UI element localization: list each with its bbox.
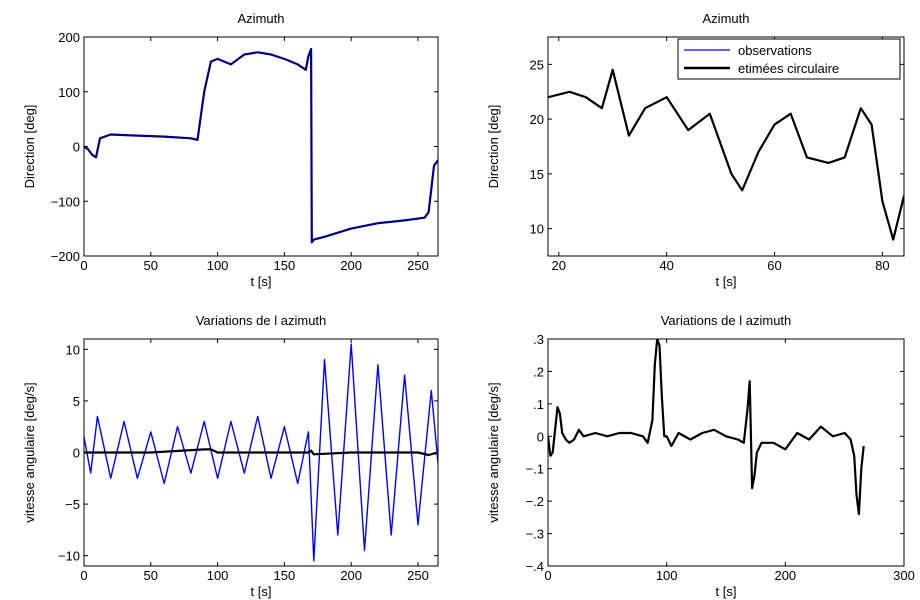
y-tick-label: 0 (73, 140, 80, 155)
y-tick-label: 10 (66, 342, 80, 357)
y-tick-label: 15 (530, 167, 544, 182)
series-group (84, 343, 438, 562)
x-tick-label: 0 (80, 568, 87, 583)
x-tick-label: 20 (552, 258, 566, 273)
y-tick-label: .1 (533, 397, 544, 412)
series-line-2 (84, 448, 438, 457)
plot-area (547, 36, 905, 257)
chart-panel-4: 0 100 200 300 −.4 −.3 −.2 −.1 0 .1 .2 .3 Variations … (486, 313, 915, 599)
series-line-1 (84, 48, 438, 243)
y-tick-label: 10 (530, 222, 544, 237)
y-tick-label: 5 (73, 394, 80, 409)
y-tick-label: −200 (51, 249, 80, 264)
y-tick-label: −.4 (526, 559, 544, 574)
x-axis-label: t [s] (251, 584, 272, 599)
x-tick-label: 200 (774, 568, 796, 583)
y-axis-label: vitesse angulaire [deg/s] (486, 382, 501, 522)
x-tick-label: 40 (659, 258, 673, 273)
x-tick-label: 60 (767, 258, 781, 273)
series-group (548, 339, 865, 516)
x-tick-label: 50 (144, 258, 158, 273)
x-axis-label: t [s] (716, 274, 737, 289)
x-tick-label: 250 (407, 568, 429, 583)
chart-panel-1: 0 50 100 150 200 250 −200 −100 0 100 200 Azimuth t [… (22, 11, 439, 289)
series-group (84, 47, 438, 244)
x-tick-label: 300 (893, 568, 915, 583)
series-line-1 (548, 339, 865, 516)
x-tick-label: 150 (274, 568, 296, 583)
plot-area (547, 338, 905, 567)
chart-title: Variations de l azimuth (196, 313, 327, 328)
x-axis-label: t [s] (251, 274, 272, 289)
y-tick-label: 25 (530, 57, 544, 72)
y-tick-label: −100 (51, 194, 80, 209)
y-tick-label: .2 (533, 364, 544, 379)
chart-panel-2: 20 40 60 80 10 15 20 25 Azimuth t [s] Direction [d… (486, 11, 905, 289)
series-line-2 (84, 47, 438, 244)
chart-panel-3: 0 50 100 150 200 250 −10 −5 0 5 10 Variations de l … (22, 313, 439, 599)
y-tick-label: 100 (58, 85, 80, 100)
x-tick-label: 150 (274, 258, 296, 273)
series-line-1 (548, 69, 904, 241)
x-tick-label: 50 (144, 568, 158, 583)
y-tick-label: −10 (58, 549, 80, 564)
y-tick-label: 0 (537, 429, 544, 444)
x-tick-label: 0 (80, 258, 87, 273)
x-tick-label: 200 (340, 258, 362, 273)
y-tick-label: −.3 (526, 527, 544, 542)
x-tick-label: 250 (407, 258, 429, 273)
series-line-1 (84, 343, 438, 562)
legend: observations etimées circulaire (677, 38, 901, 80)
y-tick-label: −.2 (526, 494, 544, 509)
chart-title: Variations de l azimuth (661, 313, 792, 328)
y-tick-label: 200 (58, 30, 80, 45)
y-tick-label: −5 (65, 497, 80, 512)
y-axis-label: Direction [deg] (22, 105, 37, 189)
x-tick-label: 100 (656, 568, 678, 583)
x-tick-label: 80 (875, 258, 889, 273)
y-tick-label: 20 (530, 112, 544, 127)
x-tick-label: 200 (340, 568, 362, 583)
x-tick-label: 0 (544, 568, 551, 583)
chart-title: Azimuth (238, 11, 285, 26)
x-axis-label: t [s] (716, 584, 737, 599)
y-axis-label: vitesse angulaire [deg/s] (22, 382, 37, 522)
x-tick-label: 100 (207, 568, 229, 583)
y-axis-label: Direction [deg] (486, 105, 501, 189)
series-group (548, 68, 904, 241)
legend-box (677, 38, 901, 80)
chart-title: Azimuth (703, 11, 750, 26)
y-tick-label: −.1 (526, 462, 544, 477)
legend-label-1: observations (738, 43, 812, 58)
series-line-2 (548, 68, 904, 241)
legend-label-2: etimées circulaire (738, 61, 839, 76)
y-tick-label: .3 (533, 332, 544, 347)
y-tick-label: 0 (73, 446, 80, 461)
x-tick-label: 100 (207, 258, 229, 273)
